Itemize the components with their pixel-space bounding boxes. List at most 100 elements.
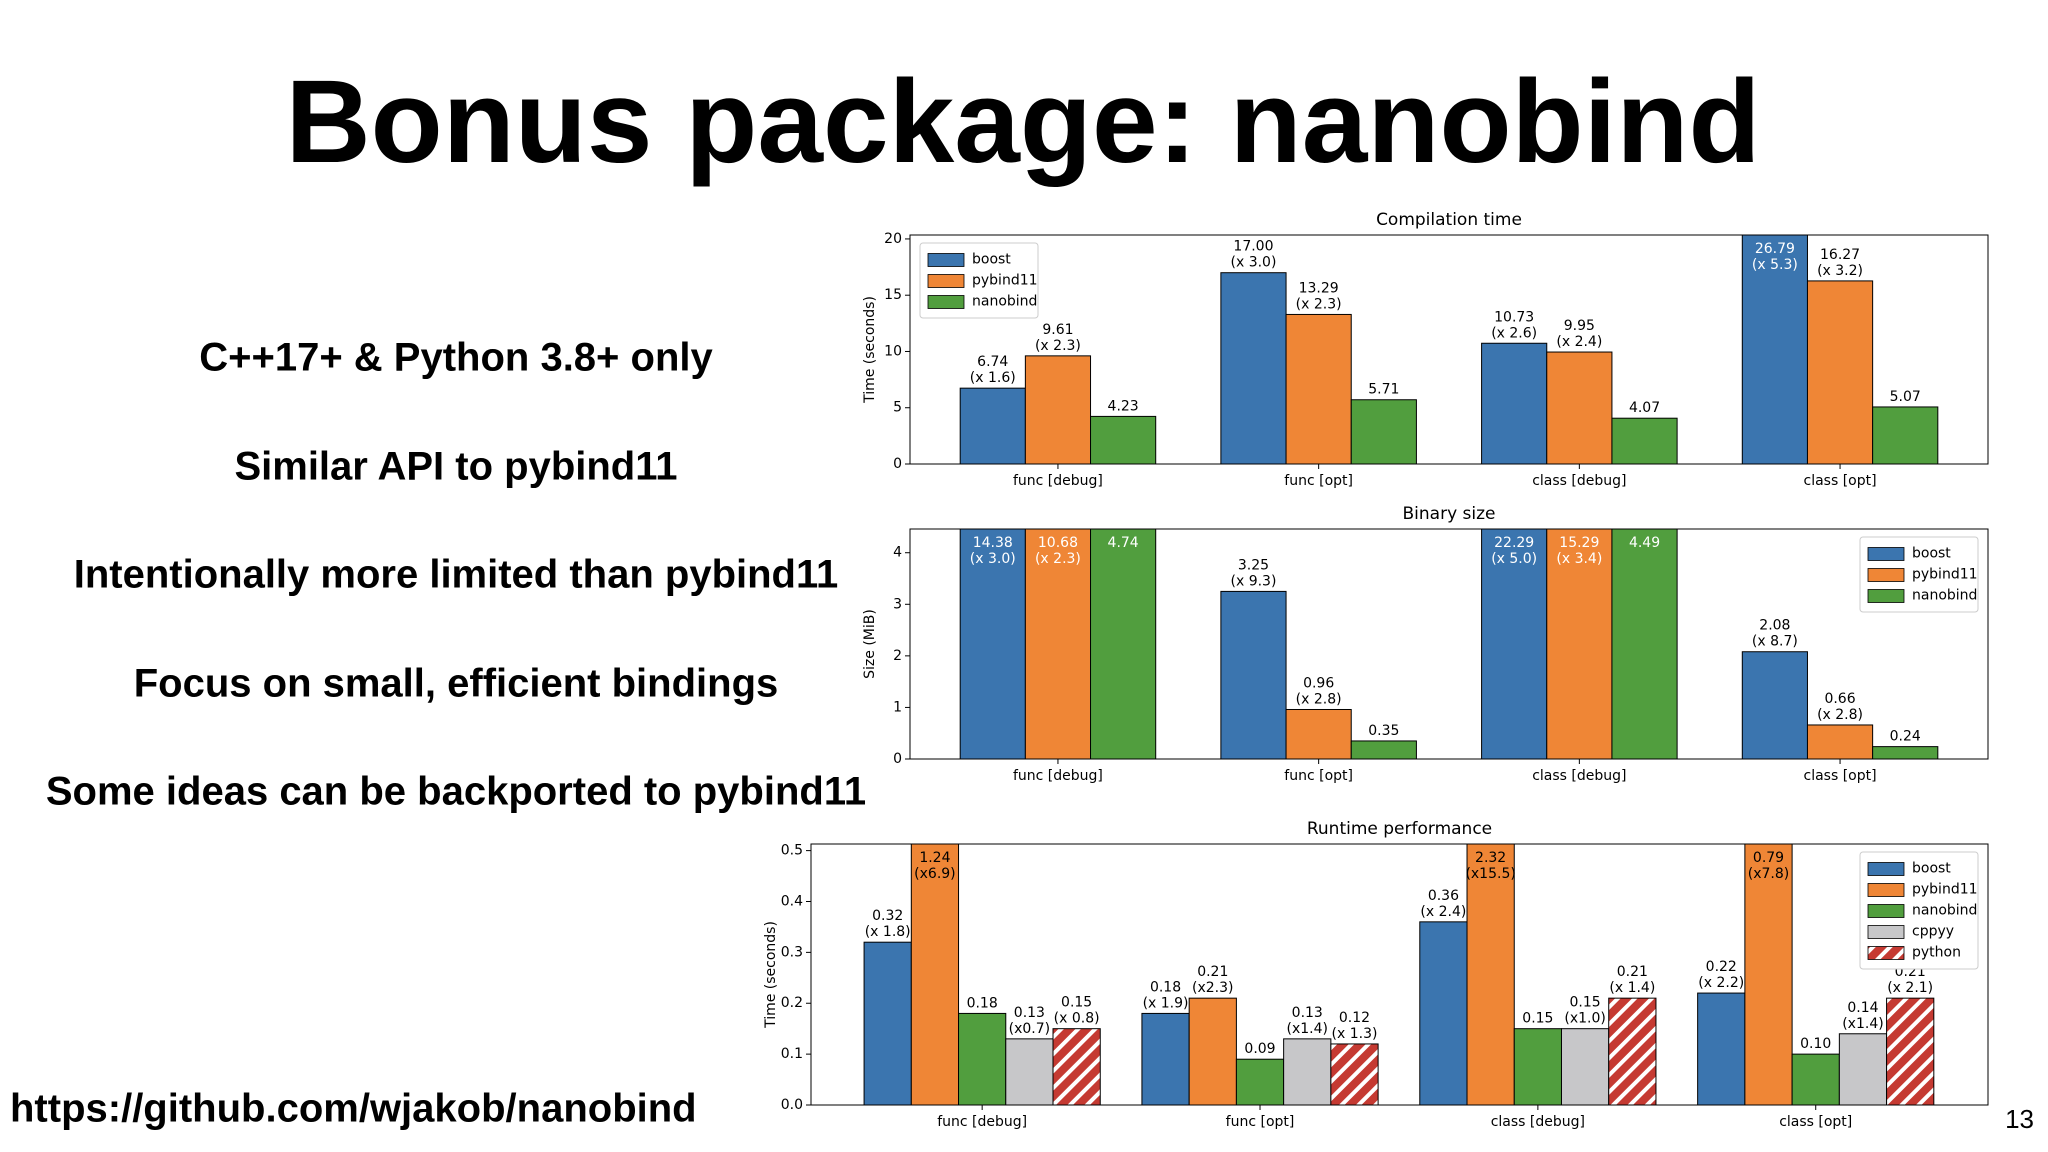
- value-label: 4.74: [1108, 535, 1139, 551]
- ratio-label: (x 2.4): [1420, 904, 1466, 920]
- value-label: 0.13: [1014, 1005, 1045, 1021]
- y-tick-label: 0.1: [781, 1046, 803, 1062]
- bar: [1419, 921, 1468, 1105]
- bars: [959, 235, 1939, 464]
- bar: [1350, 740, 1417, 759]
- y-tick-label: 20: [884, 231, 902, 247]
- y-tick-label: 0.4: [781, 893, 803, 909]
- bar: [1872, 746, 1939, 759]
- legend-box: [1859, 851, 1979, 970]
- ratio-label: (x 3.0): [1231, 255, 1277, 271]
- legend-swatch: [1867, 904, 1905, 918]
- x-tick-label: func [debug]: [937, 1114, 1027, 1130]
- value-label: 0.13: [1292, 1005, 1323, 1021]
- ratio-label: (x 3.2): [1817, 263, 1863, 279]
- plot-frame: [909, 528, 1989, 760]
- value-label: 0.10: [1800, 1036, 1831, 1052]
- bar: [1513, 1028, 1562, 1105]
- x-tick-label: func [debug]: [1013, 768, 1103, 784]
- value-label: 15.29: [1559, 535, 1599, 551]
- value-label: 0.36: [1428, 888, 1459, 904]
- value-label: 0.15: [1522, 1011, 1553, 1027]
- value-label: 0.66: [1824, 691, 1855, 707]
- ratio-label: (x 2.8): [1817, 707, 1863, 723]
- bar: [1481, 529, 1548, 759]
- bar: [1220, 590, 1287, 759]
- value-label: 17.00: [1233, 239, 1273, 255]
- x-tick-label: class [debug]: [1491, 1114, 1585, 1130]
- y-axis-label: Size (MiB): [862, 609, 878, 679]
- value-label: 26.79: [1755, 241, 1795, 257]
- value-label: 10.68: [1038, 535, 1078, 551]
- bar: [1611, 529, 1678, 759]
- bullet: C++17+ & Python 3.8+ only: [199, 336, 713, 380]
- legend-label: nanobind: [972, 294, 1037, 310]
- ratio-label: (x1.0): [1564, 1011, 1605, 1027]
- bar: [1741, 651, 1808, 759]
- x-tick-label: func [opt]: [1284, 473, 1353, 489]
- x-tick-label: class [debug]: [1532, 473, 1626, 489]
- ratio-label: (x 2.3): [1296, 296, 1342, 312]
- bar: [1052, 1028, 1101, 1105]
- value-label: 0.21: [1617, 964, 1648, 980]
- legend-swatch: [1867, 547, 1905, 561]
- y-tick-label: 1: [893, 699, 902, 715]
- bar: [1560, 1028, 1610, 1105]
- y-tick-label: 0.5: [781, 843, 803, 859]
- bar: [1283, 1038, 1332, 1105]
- ratio-label: (x 2.8): [1296, 691, 1342, 707]
- bar: [1285, 708, 1352, 759]
- bar: [1872, 406, 1939, 464]
- ratio-label: (x 5.3): [1752, 257, 1798, 273]
- legend-swatch: [927, 253, 965, 267]
- bar: [910, 844, 960, 1105]
- chart-title: Compilation time: [1376, 210, 1522, 230]
- legend-swatch: [1867, 589, 1905, 603]
- ratio-label: (x 2.4): [1556, 334, 1602, 350]
- ratio-label: (x 9.3): [1231, 573, 1277, 589]
- legend-label: boost: [972, 252, 1011, 268]
- bar: [1546, 351, 1613, 464]
- bar: [1285, 313, 1352, 464]
- legend-swatch: [927, 295, 965, 309]
- bar: [1090, 529, 1157, 759]
- x-tick-label: class [opt]: [1804, 768, 1877, 784]
- bar: [1024, 355, 1092, 464]
- ratio-label: (x 5.0): [1491, 551, 1537, 567]
- y-tick-label: 0.3: [781, 944, 803, 960]
- ratio-label: (x 1.9): [1143, 995, 1189, 1011]
- value-label: 0.35: [1368, 723, 1399, 739]
- ratio-label: (x2.3): [1192, 980, 1233, 996]
- y-tick-label: 5: [893, 400, 902, 416]
- bar: [1886, 997, 1935, 1105]
- ratio-label: (x 2.6): [1491, 325, 1537, 341]
- y-tick-label: 4: [893, 545, 902, 561]
- bar: [1697, 992, 1746, 1105]
- ratio-label: (x 3.0): [970, 551, 1016, 567]
- bar: [959, 529, 1026, 759]
- x-tick-label: func [debug]: [1013, 473, 1103, 489]
- value-label: 0.18: [967, 995, 998, 1011]
- value-label: 0.15: [1061, 995, 1092, 1011]
- bar: [959, 387, 1026, 464]
- plot-frame: [810, 843, 1989, 1106]
- value-label: 0.79: [1753, 850, 1784, 866]
- bar: [1791, 1053, 1840, 1105]
- ratio-label: (x1.4): [1842, 1016, 1883, 1032]
- ratio-label: (x1.4): [1287, 1021, 1328, 1037]
- bar: [1188, 997, 1237, 1105]
- legend-swatch: [1867, 946, 1905, 960]
- bar: [1744, 844, 1793, 1105]
- ratio-label: (x 8.7): [1752, 634, 1798, 650]
- legend-swatch: [1867, 883, 1905, 897]
- value-label: 4.23: [1108, 398, 1139, 414]
- value-label: 9.61: [1042, 322, 1073, 338]
- plot-frame: [909, 234, 1989, 465]
- bar: [1220, 272, 1287, 464]
- chart-title: Runtime performance: [1307, 819, 1492, 839]
- legend-label: boost: [1912, 546, 1951, 562]
- slide-title: Bonus package: nanobind: [285, 56, 1760, 188]
- y-tick-label: 0.0: [781, 1097, 803, 1113]
- value-label: 4.49: [1629, 535, 1660, 551]
